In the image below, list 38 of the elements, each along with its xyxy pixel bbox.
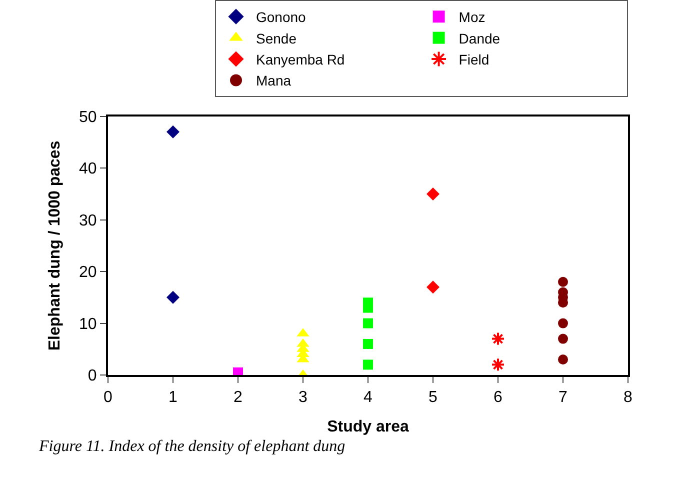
- legend-label: Sende: [256, 30, 297, 46]
- point: [363, 338, 373, 349]
- point: [363, 318, 373, 328]
- y-tick-label: 10: [79, 316, 97, 333]
- point: [426, 280, 440, 294]
- x-tick-label: 2: [234, 389, 243, 406]
- caption: Figure 11. Index of the density of elephant dung: [38, 438, 346, 455]
- x-axis-title: Study area: [327, 418, 410, 436]
- y-tick-label: 40: [79, 160, 97, 178]
- legend-label: Moz: [458, 9, 486, 26]
- x-tick-label: 8: [624, 389, 633, 406]
- legend-label: Kanyemba Rd: [256, 51, 345, 68]
- x-tick-label: 5: [428, 389, 438, 406]
- x-tick-label: 7: [558, 389, 568, 406]
- point: [558, 334, 568, 344]
- legend-label: Gonono: [256, 9, 306, 26]
- legend-label: Field: [458, 51, 490, 68]
- y-tick-label: 50: [79, 109, 97, 126]
- x-tick-label: 6: [494, 389, 503, 406]
- x-tick-label: 1: [168, 389, 178, 406]
- y-tick-label: 30: [79, 212, 97, 230]
- point: [166, 125, 180, 138]
- point: [426, 187, 440, 200]
- point: [491, 332, 505, 346]
- point: [558, 318, 568, 328]
- point: [558, 276, 568, 287]
- x-tick-label: 0: [104, 389, 113, 406]
- point: [491, 358, 505, 372]
- y-axis-title: Elephant dung / 1000 paces: [46, 140, 64, 351]
- x-tick-label: 3: [298, 389, 308, 406]
- legend-label: Dande: [458, 30, 500, 46]
- point: [558, 354, 568, 364]
- point: [166, 290, 180, 304]
- x-tick-label: 4: [364, 389, 373, 406]
- point: [363, 360, 373, 370]
- y-tick-label: 20: [79, 264, 97, 282]
- y-tick-label: 0: [88, 368, 97, 385]
- legend-label: Mana: [256, 72, 292, 89]
